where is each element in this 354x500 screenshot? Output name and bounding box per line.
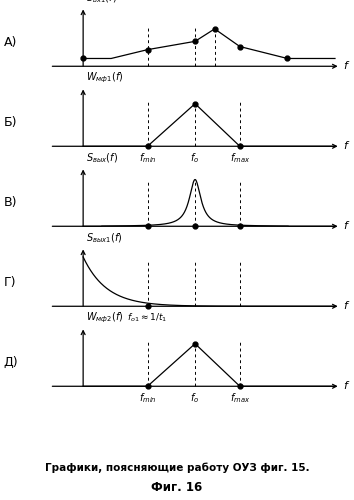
Text: $W_{мф1}(f)$: $W_{мф1}(f)$ [86,70,123,85]
Text: Д): Д) [4,356,18,368]
Text: $W_{мф2}(f)$: $W_{мф2}(f)$ [86,310,123,325]
Text: f: f [343,62,347,72]
Text: Графики, поясняющие работу ОУЗ фиг. 15.: Графики, поясняющие работу ОУЗ фиг. 15. [45,462,309,473]
Text: $f_{max}$: $f_{max}$ [230,392,250,406]
Text: $f_{max}$: $f_{max}$ [230,152,250,166]
Text: $f_{o1} \approx 1/t_1$: $f_{o1} \approx 1/t_1$ [127,312,167,324]
Text: В): В) [4,196,17,208]
Text: Фиг. 16: Фиг. 16 [152,481,202,494]
Text: $f_{min}$: $f_{min}$ [139,152,156,166]
Text: $f_o$: $f_o$ [190,392,200,406]
Text: $S_{вых1}(f)$: $S_{вых1}(f)$ [86,232,122,245]
Text: f: f [343,382,347,392]
Text: f: f [343,142,347,152]
Text: $S_{вх1}(f)$: $S_{вх1}(f)$ [86,0,117,5]
Text: А): А) [4,36,17,49]
Text: Б): Б) [4,116,17,128]
Text: f: f [343,302,347,312]
Text: $f_{min}$: $f_{min}$ [139,392,156,406]
Text: f: f [343,222,347,232]
Text: $S_{вых}(f)$: $S_{вых}(f)$ [86,152,118,165]
Text: Г): Г) [4,276,16,288]
Text: $f_o$: $f_o$ [190,152,200,166]
